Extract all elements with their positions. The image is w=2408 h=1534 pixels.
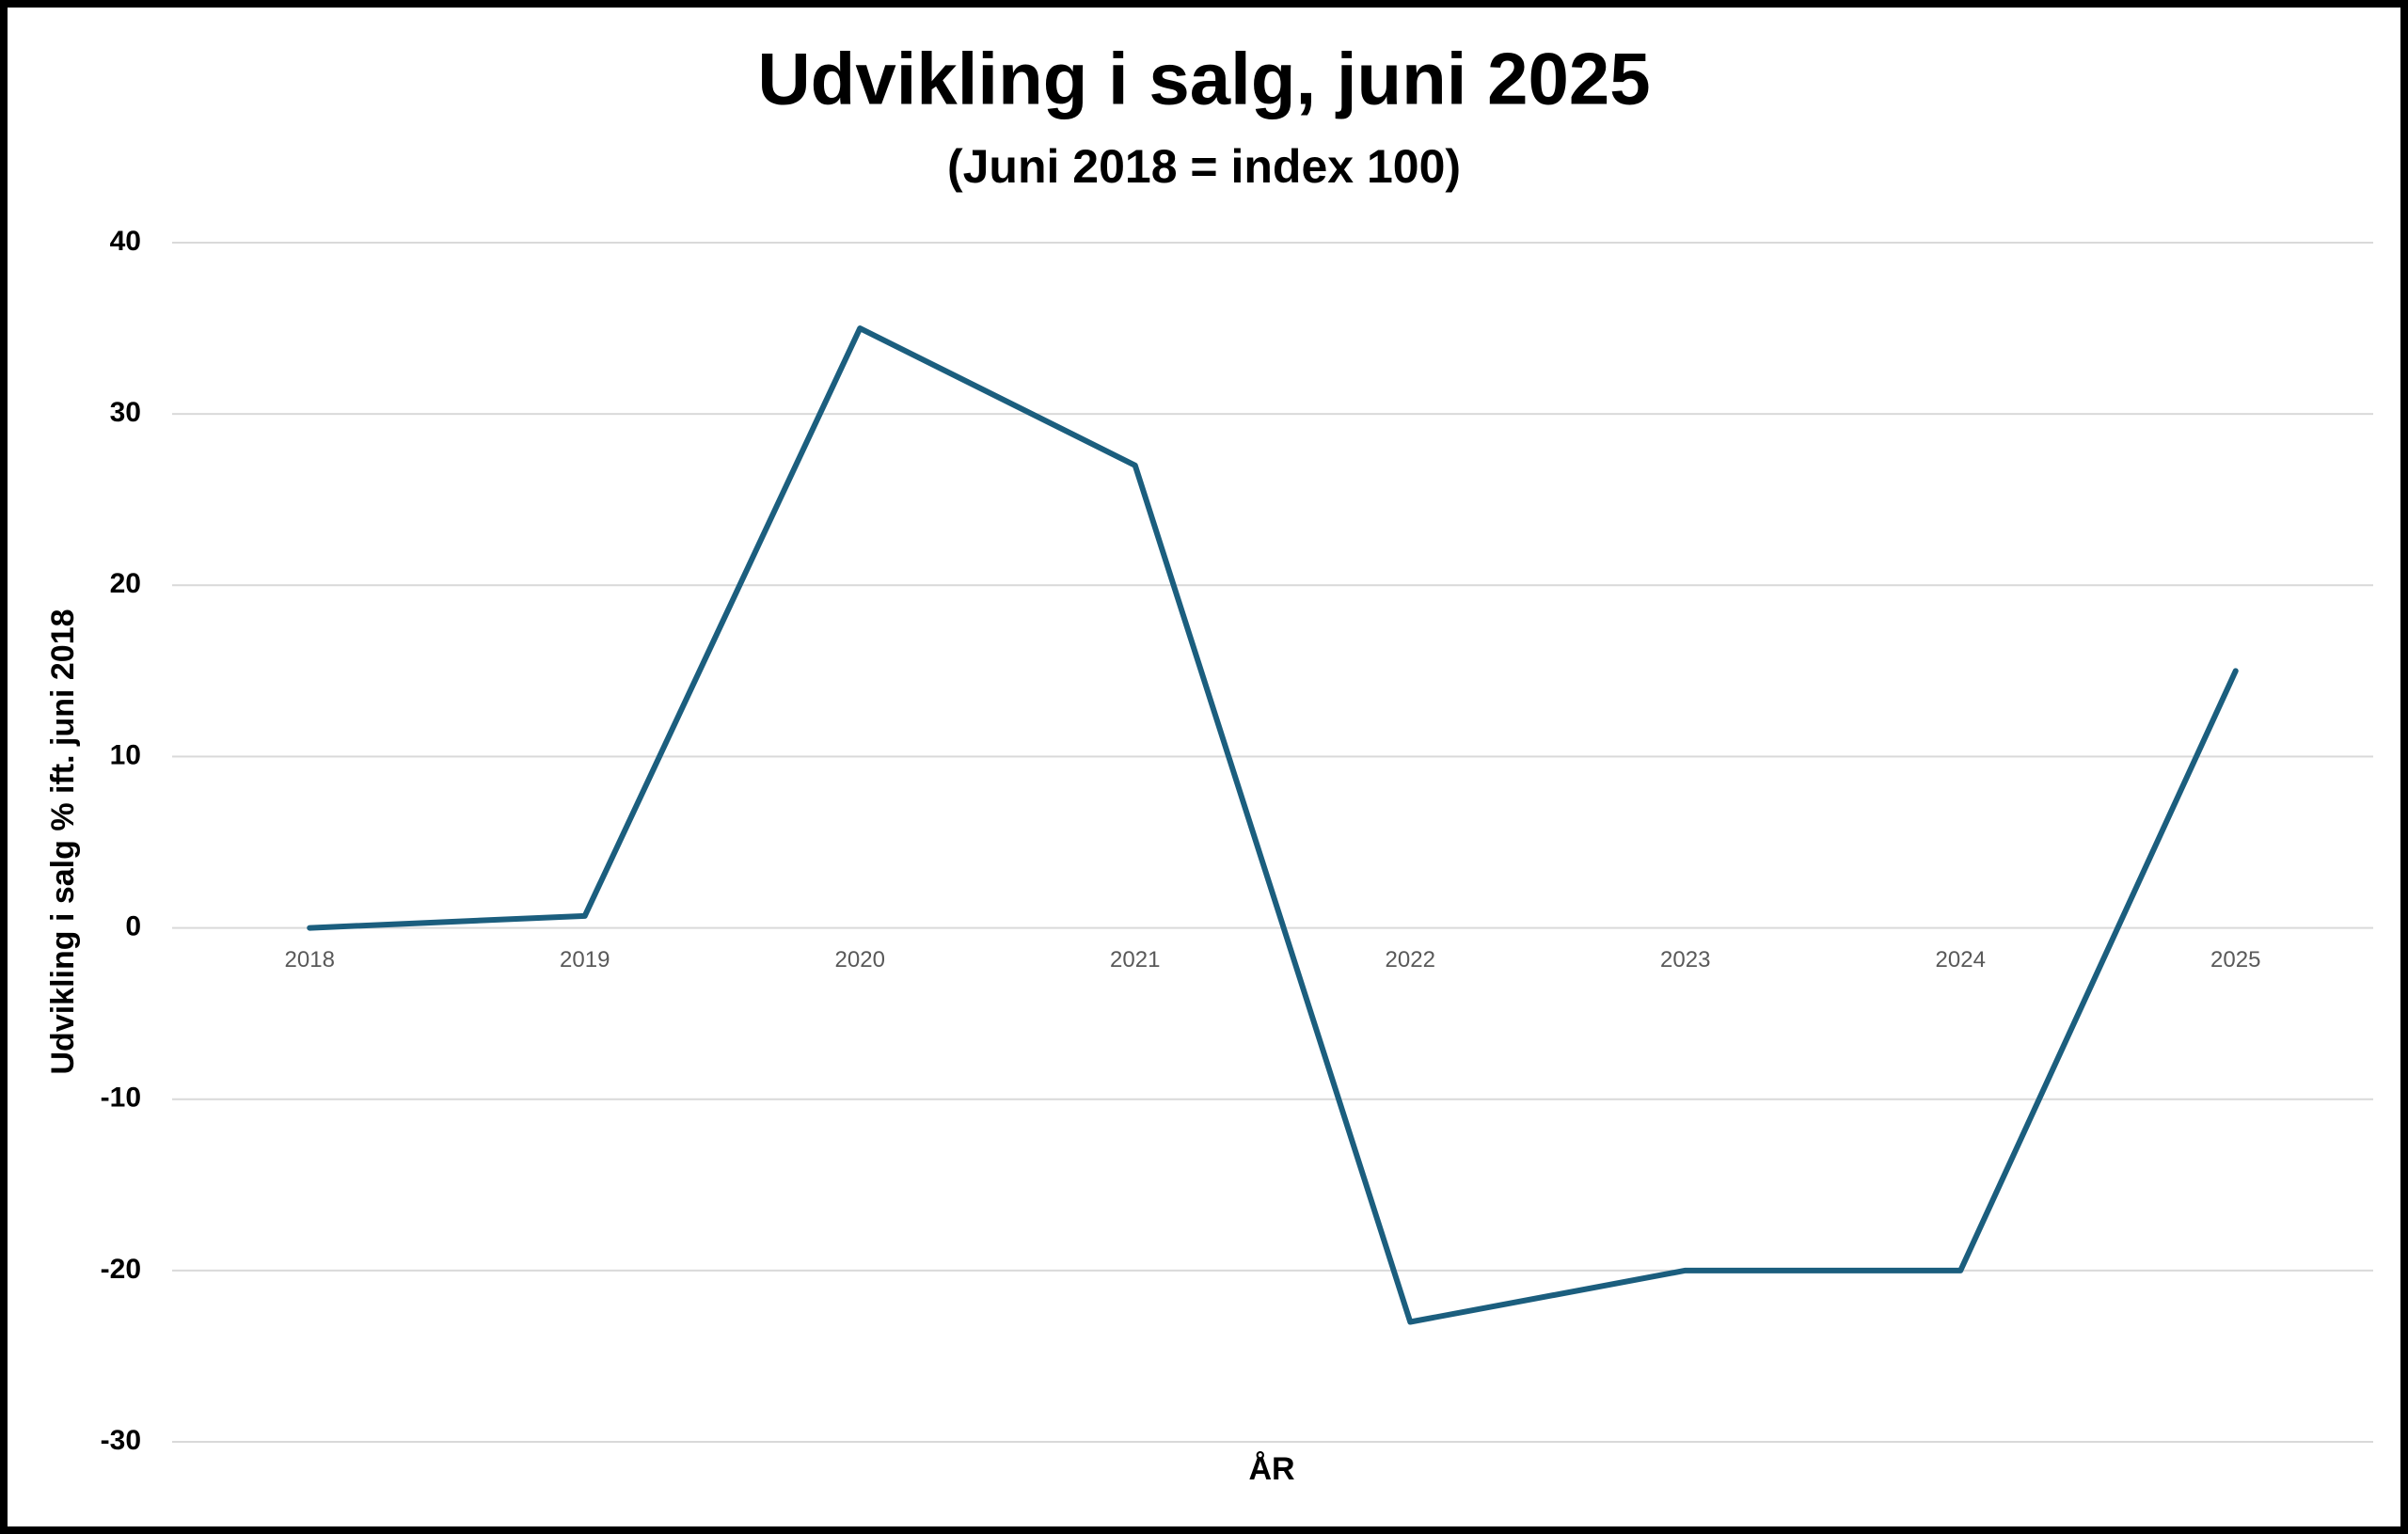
x-tick-label: 2021: [1110, 947, 1160, 973]
y-tick-label: 20: [110, 568, 141, 599]
x-tick-label: 2023: [1660, 947, 1710, 973]
y-tick-label: -20: [101, 1254, 141, 1285]
x-tick-label: 2024: [1936, 947, 1986, 973]
y-tick-label: 10: [110, 739, 141, 770]
x-tick-label: 2019: [560, 947, 610, 973]
y-tick-label: -30: [101, 1425, 141, 1456]
x-tick-label: 2022: [1386, 947, 1435, 973]
x-axis-title: ÅR: [1248, 1451, 1294, 1487]
x-tick-label: 2020: [835, 947, 885, 973]
data-line: [307, 325, 2239, 1325]
y-tick-label: 30: [110, 397, 141, 428]
y-tick-label: -10: [101, 1083, 141, 1114]
y-tick-label: 40: [110, 226, 141, 257]
y-tick-label: 0: [125, 910, 141, 941]
chart-subtitle: (Juni 2018 = index 100): [947, 140, 1461, 193]
x-tick-label: 2025: [2210, 947, 2260, 973]
y-axis-title: Udvikling i salg % ift. juni 2018: [45, 609, 81, 1074]
chart-title: Udvikling i salg, juni 2025: [757, 38, 1650, 120]
x-tick-label: 2018: [285, 947, 335, 973]
